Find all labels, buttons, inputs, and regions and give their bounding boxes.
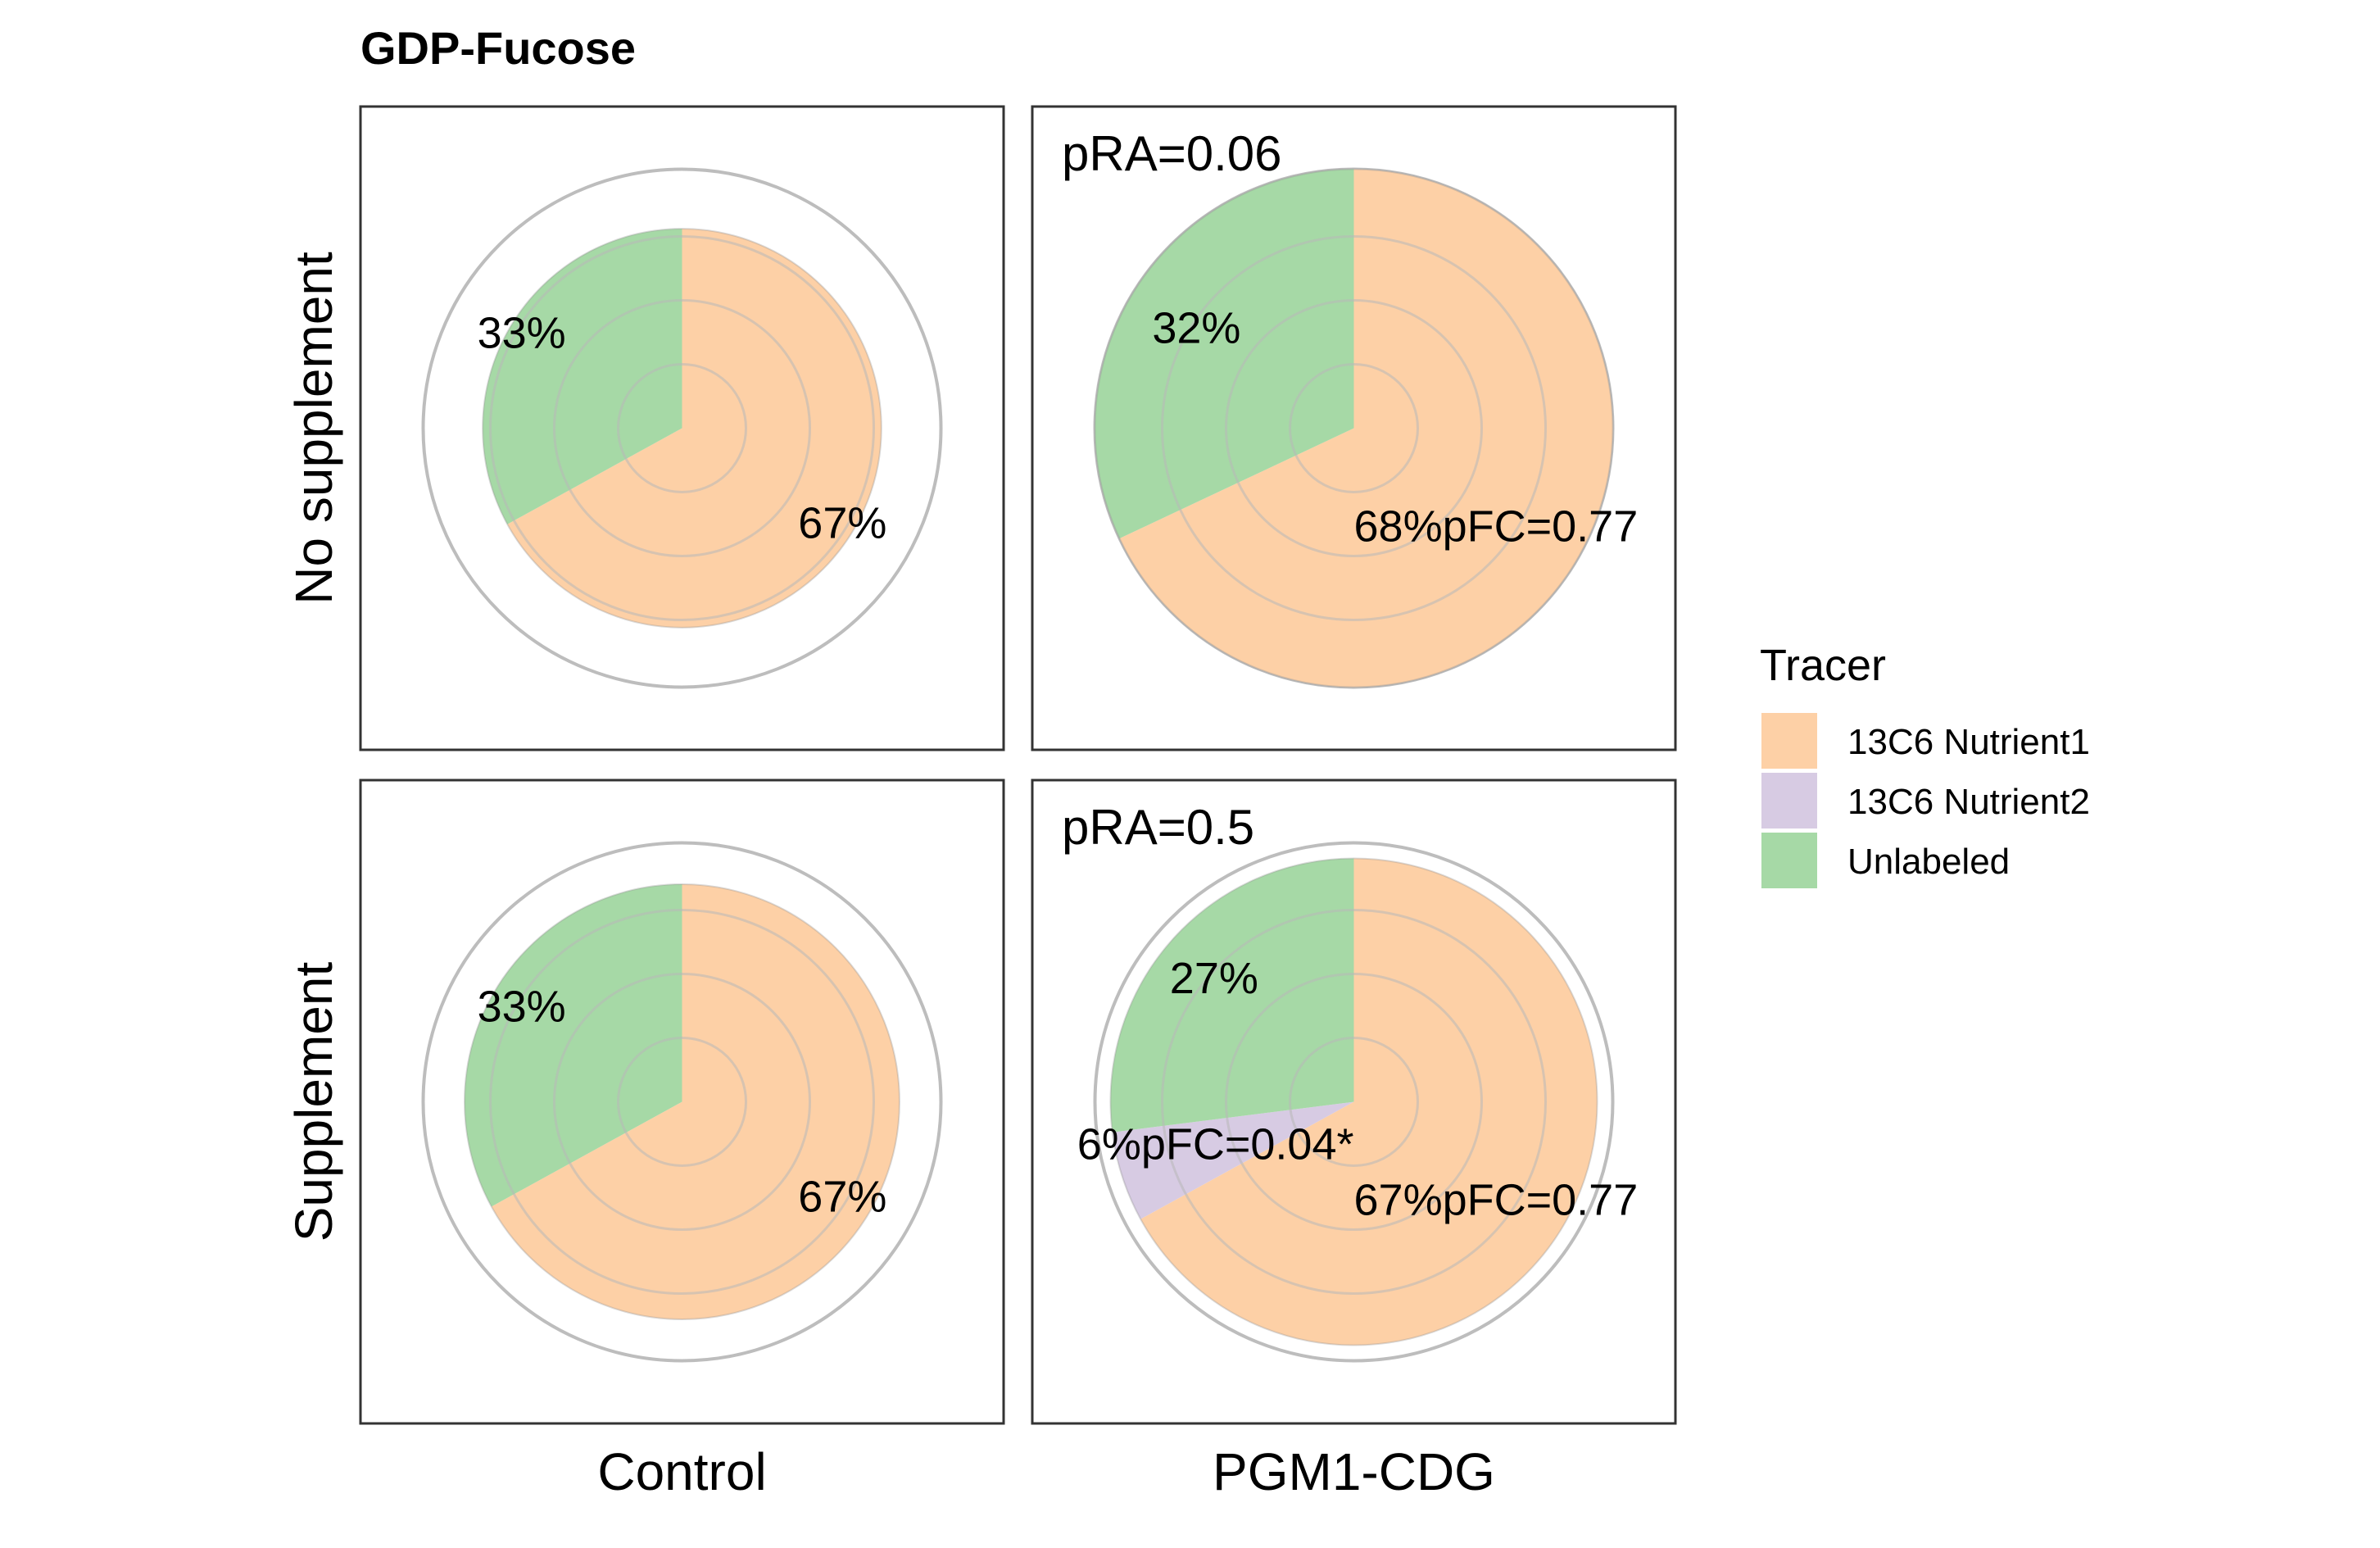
slice-outline — [1109, 857, 1598, 1346]
legend-label-unlabeled: Unlabeled — [1847, 842, 2010, 882]
slice-label-unlabeled: 33% — [478, 983, 566, 1032]
grid-circle — [1225, 973, 1483, 1231]
slice-unlabeled — [1095, 169, 1354, 539]
legend-swatch-13c6-nutrient1 — [1761, 713, 1817, 769]
slice-label-13c6-nutrient1: 68%pFC=0.77 — [1354, 502, 1639, 552]
grid-circle — [1225, 299, 1483, 557]
column-strip-control: Control — [597, 1442, 766, 1501]
grid-circle — [489, 235, 875, 621]
panel-border — [1031, 779, 1677, 1425]
slice-13c6-nutrient1 — [491, 884, 900, 1319]
slice-13c6-nutrient2 — [1112, 1101, 1354, 1219]
panel-supplement-pgm1-cdg: 67%pFC=0.776%pFC=0.04* 27% pRA=0.5 — [1031, 779, 1677, 1425]
outer-guide-circle — [1093, 841, 1615, 1363]
slice-outline — [464, 883, 900, 1320]
row-strip-supplement: Supplement — [284, 962, 343, 1242]
slice-13c6-nutrient1 — [1140, 858, 1598, 1346]
legend-swatch-13c6-nutrient2 — [1761, 773, 1817, 828]
pra-annotation: pRA=0.5 — [1062, 800, 1254, 855]
slice-label-unlabeled: 27% — [1170, 954, 1258, 1003]
grid-circle — [553, 299, 811, 557]
outer-guide-circle — [421, 841, 943, 1363]
slice-13c6-nutrient1 — [1119, 169, 1613, 688]
grid-circle — [617, 1037, 747, 1167]
column-strip-pgm1-cdg: PGM1-CDG — [1213, 1442, 1495, 1501]
slice-unlabeled — [483, 229, 682, 524]
slice-label-13c6-nutrient1: 67% — [798, 1172, 886, 1221]
slice-label-13c6-nutrient1: 67% — [798, 498, 886, 547]
legend-swatch-unlabeled — [1761, 833, 1817, 888]
grid-circle — [1161, 909, 1547, 1295]
legend-label-13c6-nutrient2: 13C6 Nutrient2 — [1847, 782, 2090, 822]
panel-border — [1031, 105, 1677, 751]
grid-circle — [553, 973, 811, 1231]
slice-outline — [482, 228, 882, 629]
outer-guide-circle — [421, 167, 943, 689]
legend-title: Tracer — [1760, 641, 1886, 690]
row-strip-no-supplement: No supplement — [284, 252, 343, 605]
grid-circle — [489, 909, 875, 1295]
slice-label-13c6-nutrient1: 67%pFC=0.77 — [1354, 1176, 1639, 1225]
grid-circle — [1161, 235, 1547, 621]
slice-label-unlabeled: 32% — [1152, 304, 1240, 353]
slice-outline — [1094, 168, 1614, 688]
slice-unlabeled — [465, 884, 682, 1207]
pra-annotation: pRA=0.06 — [1062, 126, 1282, 181]
panel-supplement-control: 67% 33% — [359, 779, 1005, 1425]
grid-circle — [617, 363, 747, 493]
panel-border — [359, 105, 1005, 751]
slice-label-unlabeled: 33% — [478, 309, 566, 358]
grid-circle — [1289, 1037, 1419, 1167]
legend-label-13c6-nutrient1: 13C6 Nutrient1 — [1847, 722, 2090, 762]
facet-strips: Control PGM1-CDG No supplement Supplement — [284, 252, 1495, 1501]
legend: Tracer 13C6 Nutrient1 13C6 Nutrient2 Unlabe… — [1760, 641, 2090, 888]
panel-no-supplement-control: 67% 33% — [359, 105, 1005, 751]
grid-circle — [1289, 363, 1419, 493]
facet-panels: 67% 33% 68%pFC=0.77 32% pRA=0.06 67% 33% 67%pFC… — [359, 105, 1677, 1425]
panel-border — [359, 779, 1005, 1425]
slice-label-13c6-nutrient2: 6%pFC=0.04* — [1077, 1120, 1354, 1169]
chart-title: GDP-Fucose — [360, 22, 636, 74]
panel-no-supplement-pgm1-cdg: 68%pFC=0.77 32% pRA=0.06 — [1031, 105, 1677, 751]
slice-unlabeled — [1110, 858, 1354, 1133]
